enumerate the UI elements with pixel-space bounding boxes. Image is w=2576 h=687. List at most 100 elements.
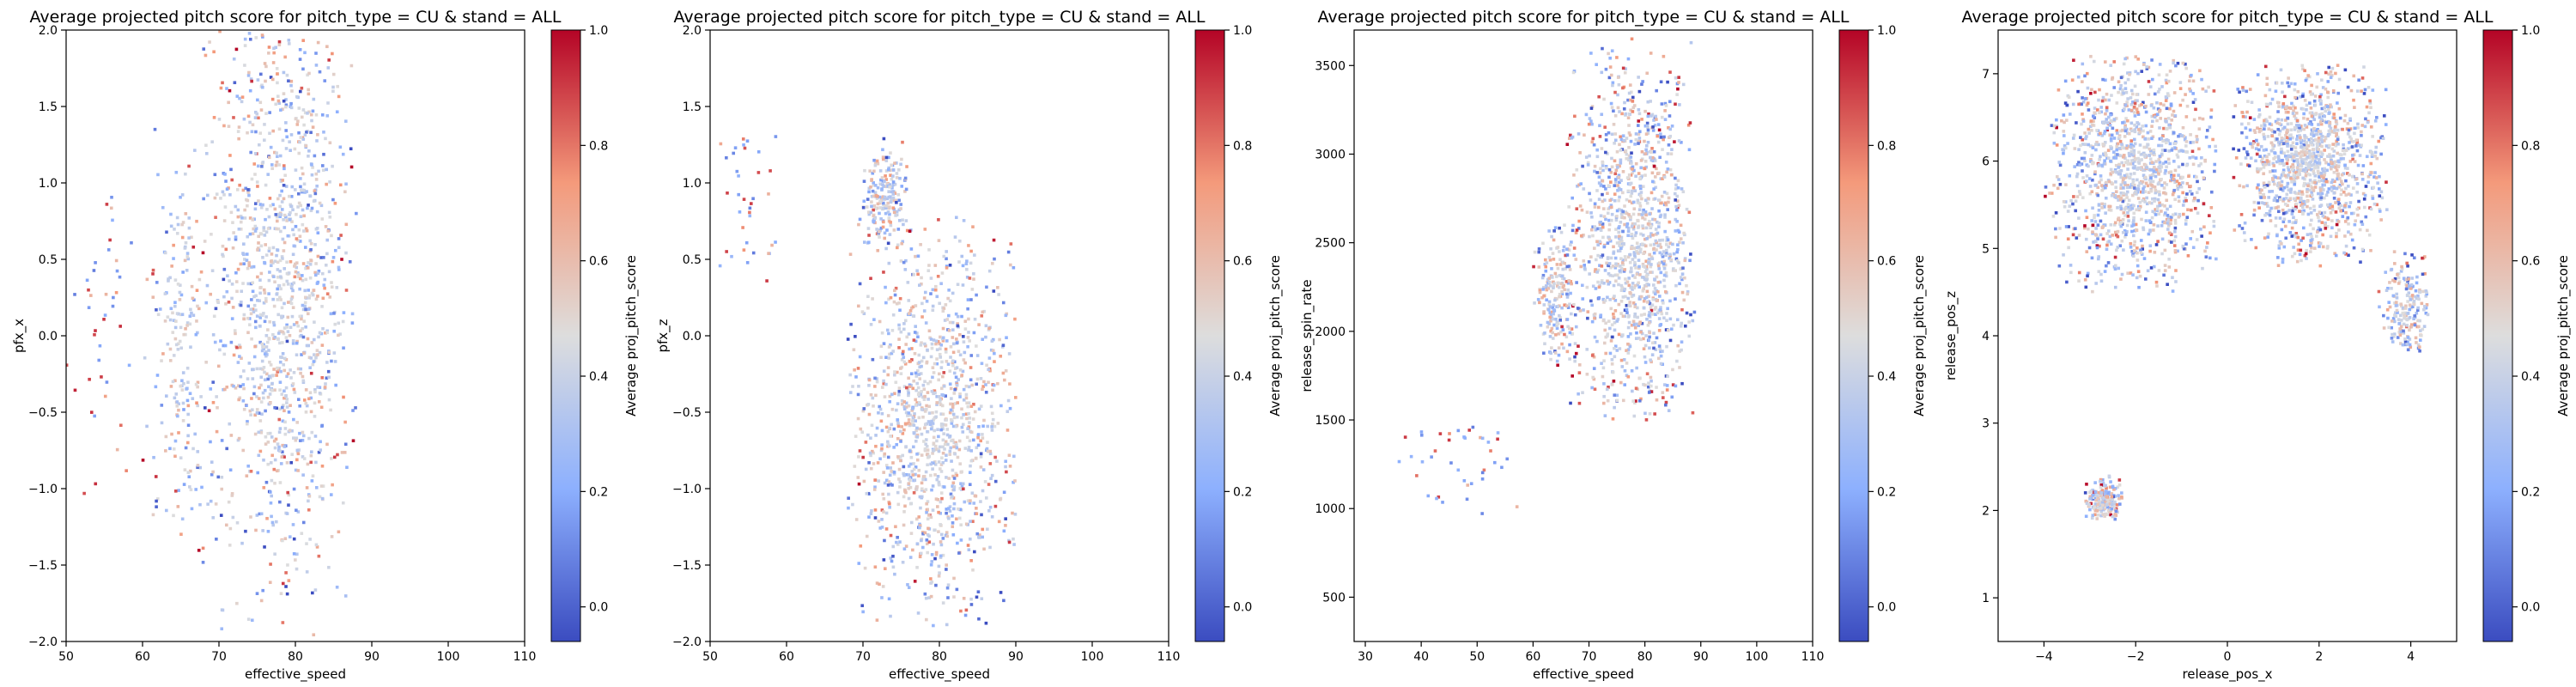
data-cell	[1634, 231, 1638, 234]
data-cell	[283, 267, 287, 271]
data-cell	[1577, 227, 1581, 230]
data-cell	[1647, 391, 1651, 394]
data-cell	[268, 197, 272, 200]
data-cell	[193, 432, 197, 436]
data-cell	[221, 244, 225, 248]
data-cell	[1680, 272, 1685, 276]
data-cell	[268, 581, 272, 585]
data-cell	[1681, 266, 1685, 270]
data-cell	[981, 468, 986, 471]
data-cell	[172, 514, 175, 518]
data-cell	[1637, 398, 1642, 403]
data-cell	[296, 192, 301, 196]
data-cell	[315, 210, 319, 214]
data-cell	[1630, 90, 1633, 94]
data-cell	[1613, 299, 1618, 302]
colorbar	[550, 29, 581, 642]
data-cell	[947, 516, 951, 520]
data-cell	[169, 224, 173, 228]
data-cell	[1686, 292, 1690, 296]
data-cell	[955, 366, 959, 369]
data-cell	[862, 179, 866, 183]
data-cell	[950, 459, 953, 463]
data-cell	[252, 264, 256, 269]
data-cell	[285, 325, 289, 329]
data-cell	[1583, 266, 1587, 271]
data-cell	[1012, 265, 1016, 270]
data-cell	[1629, 217, 1632, 222]
data-cell	[319, 448, 323, 452]
data-cell	[299, 204, 303, 208]
data-cell	[222, 267, 227, 271]
data-cell	[283, 396, 286, 400]
data-cell	[2063, 101, 2068, 105]
data-cell	[1635, 249, 1638, 253]
data-cell	[298, 240, 302, 243]
data-cell	[270, 478, 274, 483]
data-cell	[66, 363, 69, 367]
data-cell	[2164, 118, 2167, 121]
data-cell	[1613, 141, 1616, 145]
data-cell	[319, 405, 324, 410]
data-cell	[1649, 271, 1652, 274]
data-cell	[1619, 245, 1623, 248]
data-cell	[277, 43, 282, 46]
data-cell	[904, 445, 908, 448]
data-cell	[889, 466, 893, 470]
data-cell	[872, 169, 876, 173]
data-cell	[1660, 260, 1664, 264]
data-cell	[1001, 371, 1005, 375]
data-cell	[1669, 327, 1674, 331]
data-cell	[1592, 355, 1596, 359]
data-cell	[235, 188, 240, 192]
data-cell	[882, 558, 886, 562]
data-cell	[188, 314, 192, 319]
data-cell	[743, 146, 747, 150]
colorbar-tick-label: 0.4	[1233, 370, 1252, 384]
data-cell	[2124, 233, 2128, 236]
data-cell	[1578, 204, 1583, 208]
data-cell	[292, 323, 296, 326]
data-cell	[2097, 143, 2100, 147]
data-cell	[944, 303, 948, 307]
data-cell	[295, 508, 298, 512]
data-cell	[1674, 176, 1677, 180]
data-cell	[1620, 240, 1624, 243]
data-cell	[902, 428, 906, 432]
data-cell	[331, 89, 335, 94]
data-cell	[340, 451, 344, 454]
data-cell	[737, 192, 741, 197]
data-cell	[916, 611, 920, 615]
data-cell	[267, 215, 271, 219]
data-cell	[969, 559, 973, 562]
data-cell	[929, 473, 933, 477]
data-cell	[1542, 294, 1546, 298]
data-cell	[240, 356, 243, 361]
data-cell	[342, 395, 345, 399]
data-cell	[2050, 124, 2054, 127]
data-cell	[2129, 271, 2133, 275]
data-cell	[1642, 287, 1645, 291]
data-cell	[957, 350, 961, 353]
data-cell	[887, 345, 891, 349]
data-cell	[1595, 171, 1599, 174]
data-cell	[1636, 201, 1640, 204]
data-cell	[873, 191, 878, 194]
data-cell	[1640, 118, 1643, 121]
data-cell	[1619, 289, 1624, 292]
data-cell	[250, 618, 254, 623]
data-cell	[266, 529, 270, 533]
data-cell	[1644, 213, 1648, 217]
data-cell	[331, 164, 334, 168]
data-cell	[1538, 301, 1541, 305]
data-cell	[298, 58, 302, 61]
data-cell	[256, 248, 259, 252]
data-cell	[897, 390, 902, 393]
y-tick-label: −0.5	[28, 406, 58, 420]
data-cell	[1593, 312, 1597, 316]
data-cell	[215, 429, 219, 434]
data-cell	[883, 452, 887, 456]
data-cell	[271, 61, 276, 64]
data-cell	[155, 499, 158, 503]
data-cell	[884, 478, 889, 483]
